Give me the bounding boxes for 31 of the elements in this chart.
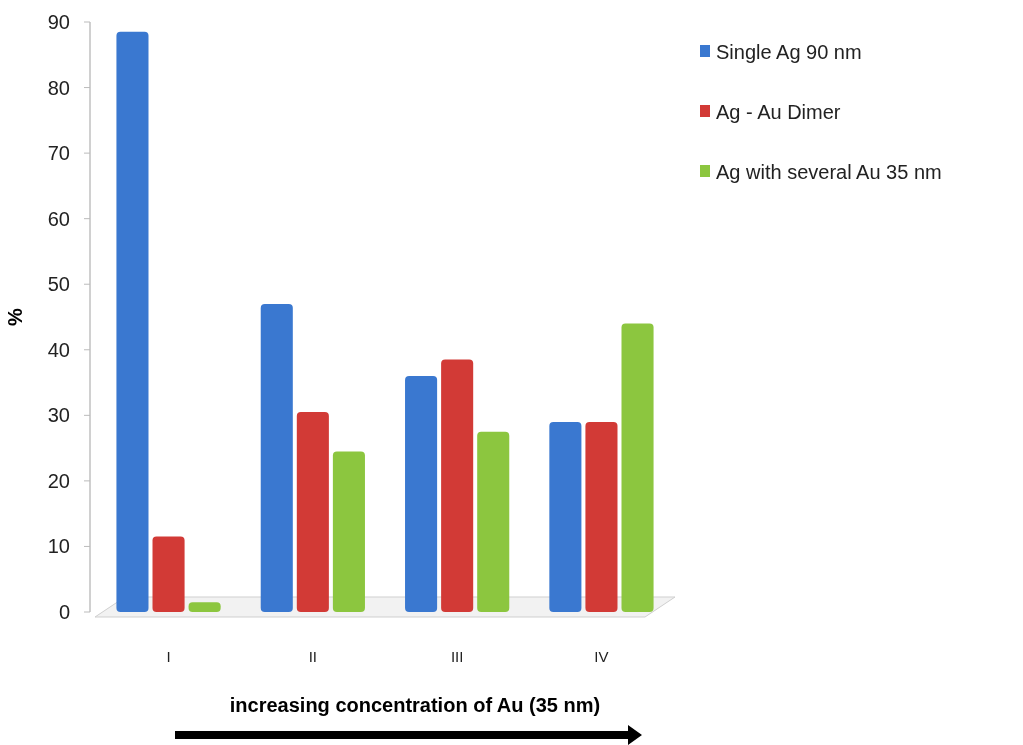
bar: [260, 303, 293, 612]
x-tick-label: I: [166, 648, 171, 665]
x-tick-label: IV: [594, 648, 609, 665]
x-tick-label: II: [308, 648, 318, 665]
bar: [621, 323, 654, 612]
bar: [549, 421, 582, 612]
bar: [116, 31, 149, 612]
bar: [152, 536, 185, 612]
bar: [441, 359, 474, 612]
x-tick-label: III: [450, 648, 464, 665]
y-tick-label: 60: [47, 207, 70, 230]
bar: [585, 421, 618, 612]
bar: [405, 376, 438, 612]
legend-label: Ag - Au Dimer: [716, 101, 841, 123]
y-tick-label: 20: [47, 469, 70, 492]
legend-label: Single Ag 90 nm: [716, 41, 862, 63]
x-axis-title: increasing concentration of Au (35 nm): [229, 694, 601, 716]
y-axis-title: %: [4, 307, 26, 326]
y-tick-label: 30: [47, 404, 70, 427]
bar: [296, 412, 329, 612]
y-tick-label: 90: [47, 11, 70, 33]
bar: [332, 451, 365, 612]
y-tick-label: 50: [47, 273, 70, 296]
y-tick-label: 0: [58, 601, 70, 623]
y-tick-label: 70: [47, 142, 70, 165]
y-tick-label: 40: [47, 338, 70, 361]
bar: [188, 602, 221, 612]
y-tick-label: 80: [47, 76, 70, 99]
legend-label: Ag with several Au 35 nm: [716, 161, 942, 183]
y-tick-label: 10: [47, 535, 70, 558]
bar: [477, 431, 510, 612]
